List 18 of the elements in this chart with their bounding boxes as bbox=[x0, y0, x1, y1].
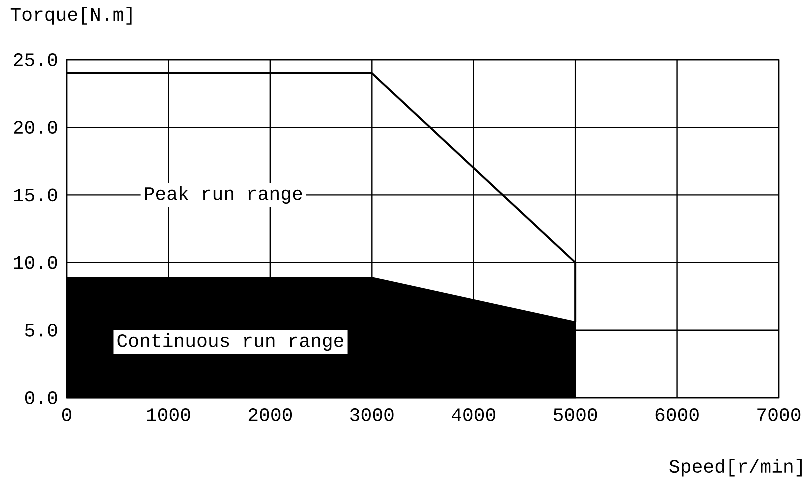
x-tick-label: 6000 bbox=[656, 408, 699, 422]
y-tick-label: 15.0 bbox=[14, 188, 58, 202]
x-tick-label: 3000 bbox=[350, 408, 394, 422]
x-tick-label: 1000 bbox=[147, 408, 190, 422]
y-tick-label: 20.0 bbox=[14, 121, 58, 134]
y-tick-label: 25.0 bbox=[14, 54, 58, 66]
x-tick-label: 4000 bbox=[452, 408, 496, 422]
x-tick-label: 5000 bbox=[554, 408, 598, 422]
x-axis-title: Speed[r/min] bbox=[670, 459, 802, 477]
y-axis-title: Torque[N.m] bbox=[10, 7, 132, 25]
annotation: Peak run range bbox=[145, 186, 302, 204]
y-tick-label: 10.0 bbox=[14, 256, 58, 270]
x-tick-label: 7000 bbox=[758, 408, 801, 422]
x-tick-label: 2000 bbox=[248, 408, 292, 422]
y-tick-label: 5.0 bbox=[25, 324, 58, 337]
x-tick-label: 0 bbox=[62, 408, 72, 422]
y-tick-label: 0.0 bbox=[25, 392, 58, 404]
annotation: Continuous run range bbox=[118, 333, 344, 352]
